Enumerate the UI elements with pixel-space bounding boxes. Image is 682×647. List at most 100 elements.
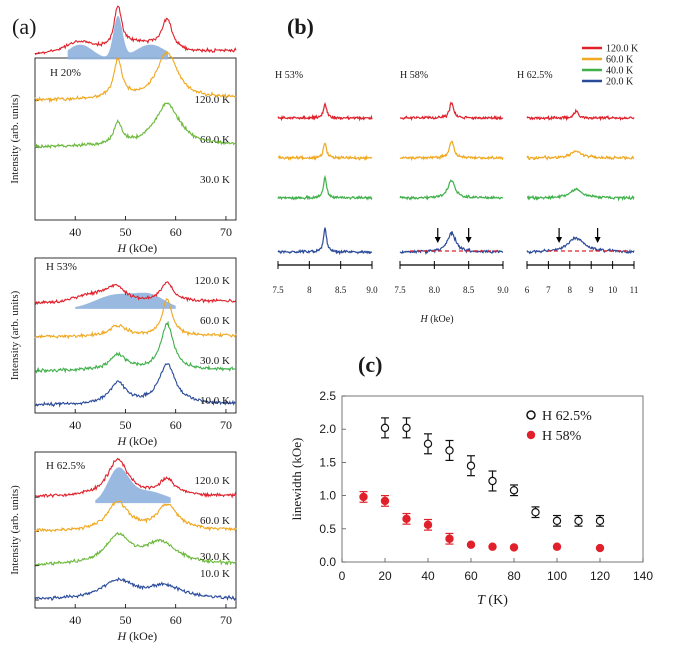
legend-marker bbox=[526, 430, 536, 440]
x-tick-label: 20 bbox=[378, 569, 392, 583]
data-point bbox=[423, 520, 433, 530]
x-tick-label: 0 bbox=[339, 569, 346, 583]
data-point bbox=[488, 542, 497, 551]
y-axis-label: Intensity (arb. units) bbox=[9, 290, 21, 380]
y-axis-label: Intensity (arb. units) bbox=[9, 94, 21, 184]
arrow-head bbox=[434, 237, 441, 243]
x-tick-label: 50 bbox=[119, 418, 131, 432]
temperature-label: 120.0 K bbox=[195, 275, 231, 287]
temperature-label: 30.0 K bbox=[200, 355, 230, 367]
spectrum-line bbox=[399, 179, 504, 201]
spectrum-line bbox=[34, 298, 237, 340]
panel-a-subplot-2: 40 50 60 70 H 53% H (kOe) Intensity (arb. unit… bbox=[9, 257, 237, 448]
panel-c: 0 20 40 60 80 100 120 140 0.0 0.5 1.0 1.5 2.0 2.5 T (K… bbox=[289, 389, 653, 608]
spectrum-line bbox=[34, 50, 237, 104]
spectrum-line bbox=[399, 231, 504, 256]
subplot-title: H 53% bbox=[275, 70, 303, 81]
plot-frame bbox=[34, 451, 237, 609]
x-tick-label: 50 bbox=[119, 225, 131, 239]
x-tick-label: 60 bbox=[170, 613, 182, 627]
data-point bbox=[574, 516, 583, 526]
temperature-label: 120.0 K bbox=[195, 94, 231, 106]
x-tick-label: 7.5 bbox=[394, 285, 406, 295]
spectrum-line bbox=[277, 227, 373, 256]
plot-frame bbox=[34, 257, 237, 414]
legend-label: 120.0 K bbox=[606, 44, 639, 55]
x-tick-label: 50 bbox=[119, 613, 131, 627]
fit-shade-area bbox=[95, 467, 171, 504]
x-tick-label: 60 bbox=[170, 418, 182, 432]
x-tick-label: 120 bbox=[590, 569, 610, 583]
y-tick-label: 0.0 bbox=[319, 555, 336, 569]
spectrum-line bbox=[34, 577, 237, 602]
data-point bbox=[402, 423, 411, 433]
temperature-label: 10.0 K bbox=[200, 395, 230, 407]
subplot-title: H 62.5% bbox=[517, 70, 553, 81]
x-axis-label: T (K) bbox=[477, 593, 508, 608]
x-tick-label: 9.0 bbox=[497, 285, 509, 295]
data-point bbox=[509, 486, 519, 495]
data-point bbox=[509, 543, 519, 552]
x-tick-label: 8.0 bbox=[429, 285, 441, 295]
data-point bbox=[445, 534, 454, 543]
spectrum-line bbox=[34, 102, 237, 150]
x-tick-label: 8.5 bbox=[335, 285, 347, 295]
legend-label: H 58% bbox=[542, 429, 582, 444]
x-tick-label: 40 bbox=[69, 613, 81, 627]
x-tick-label: 7 bbox=[546, 285, 551, 295]
x-tick-label: 9 bbox=[589, 285, 594, 295]
temperature-label: 30.0 K bbox=[200, 174, 230, 186]
x-tick-label: 11 bbox=[630, 285, 639, 295]
x-tick-label: 7.5 bbox=[272, 285, 284, 295]
spectrum-line bbox=[277, 101, 373, 122]
y-tick-label: 0.5 bbox=[319, 522, 336, 536]
panel-b: H 53% 7.5 8 8.5 9.0 H 58% 7.5 8.0 8.5 9.0 H 62.5% 6… bbox=[272, 44, 639, 326]
x-tick-label: 70 bbox=[220, 418, 232, 432]
data-point bbox=[402, 514, 411, 524]
x-tick-label: 100 bbox=[547, 569, 567, 583]
x-tick-label: 40 bbox=[69, 418, 81, 432]
data-point bbox=[595, 516, 605, 526]
legend: 120.0 K60.0 K40.0 K20.0 K bbox=[582, 44, 639, 88]
plot-frame bbox=[341, 395, 644, 563]
series-1: H 62.5% bbox=[380, 409, 605, 527]
x-tick-label: 70 bbox=[220, 225, 232, 239]
data-point bbox=[531, 508, 540, 517]
x-tick-label: 60 bbox=[464, 569, 478, 583]
spectrum-line bbox=[34, 363, 236, 408]
x-tick-label: 80 bbox=[507, 569, 521, 583]
data-point bbox=[380, 496, 390, 506]
spectrum-line bbox=[277, 142, 373, 162]
x-tick-label: 8 bbox=[307, 285, 312, 295]
data-point bbox=[445, 446, 454, 455]
data-point bbox=[466, 461, 476, 470]
panel-b-subplot-2: H 58% 7.5 8.0 8.5 9.0 bbox=[394, 70, 509, 295]
x-axis-label: H (kOe) bbox=[117, 629, 158, 643]
series-2: H 58% bbox=[359, 429, 605, 553]
panel-b-subplot-1: H 53% 7.5 8 8.5 9.0 bbox=[272, 70, 378, 295]
arrow-head bbox=[594, 237, 601, 243]
subplot-title: H 53% bbox=[46, 261, 77, 273]
spectrum-line bbox=[34, 531, 237, 567]
data-point bbox=[423, 439, 433, 449]
temperature-label: 60.0 K bbox=[200, 515, 230, 527]
x-axis-label: H (kOe) bbox=[419, 314, 453, 325]
spectrum-line bbox=[526, 236, 635, 255]
arrow-head bbox=[465, 237, 472, 243]
data-point bbox=[595, 543, 605, 553]
spectrum-line bbox=[34, 5, 237, 56]
spectrum-line bbox=[399, 140, 504, 162]
temperature-label: 30.0 K bbox=[200, 551, 230, 563]
spectrum-line bbox=[34, 320, 237, 374]
legend-label: 40.0 K bbox=[606, 66, 634, 77]
x-tick-label: 40 bbox=[69, 225, 81, 239]
legend-label: H 62.5% bbox=[542, 409, 592, 424]
spectrum-line bbox=[34, 500, 237, 533]
panel-a-subplot-3: 40 50 60 70 H 62.5% H (kOe) Intensity (arb. un… bbox=[9, 451, 237, 643]
x-tick-label: 140 bbox=[633, 569, 653, 583]
x-tick-label: 70 bbox=[220, 613, 232, 627]
x-tick-label: 60 bbox=[170, 225, 182, 239]
x-axis-label: H (kOe) bbox=[117, 241, 158, 255]
panel-b-label: (b) bbox=[287, 14, 314, 39]
